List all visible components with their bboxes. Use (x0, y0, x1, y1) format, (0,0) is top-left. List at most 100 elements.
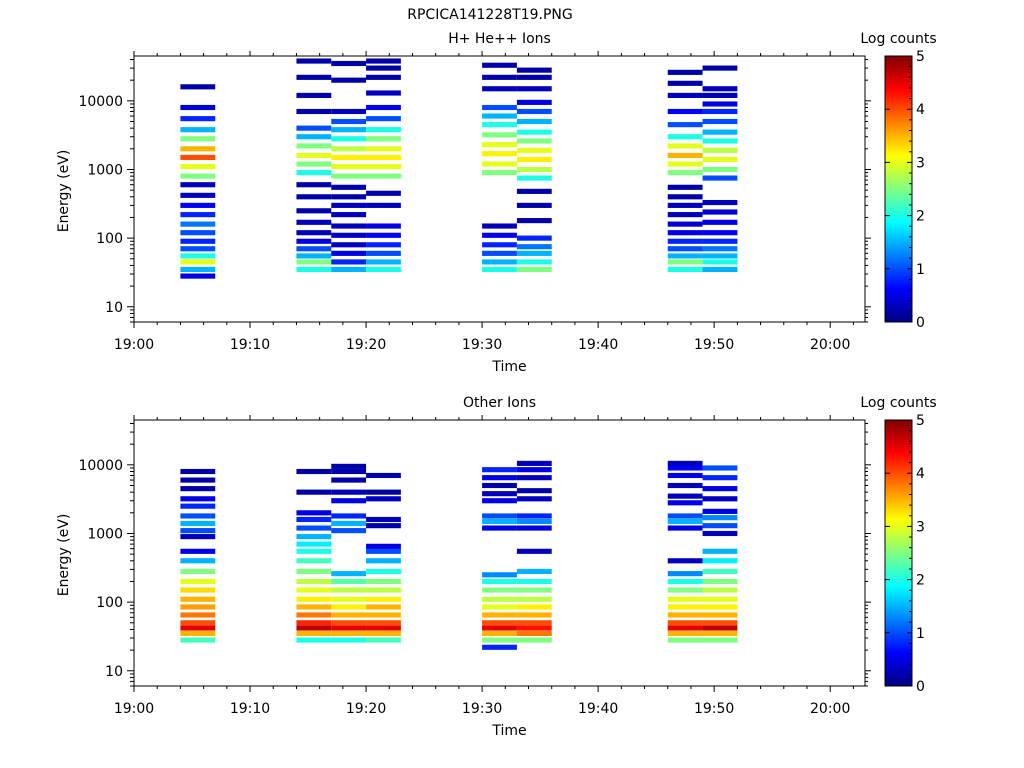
heatmap-cell (180, 486, 216, 492)
y-tick-label: 100 (96, 231, 123, 247)
heatmap-cell (482, 578, 517, 585)
heatmap-cell (296, 253, 332, 259)
heatmap-cell (180, 182, 216, 188)
heatmap-cell (482, 74, 517, 80)
heatmap-cell (702, 138, 738, 144)
heatmap-cell (667, 513, 703, 519)
heatmap-cell (366, 58, 401, 64)
heatmap-cell (366, 154, 401, 160)
heatmap-cell (516, 188, 552, 194)
heatmap-cell (667, 122, 703, 128)
heatmap-cell (516, 467, 552, 473)
heatmap-cell (667, 253, 703, 259)
x-tick-label: 19:10 (230, 701, 270, 717)
heatmap-cell (296, 534, 332, 540)
heatmap-cell (516, 620, 552, 626)
heatmap-cell (296, 58, 332, 64)
heatmap-cell (366, 242, 401, 248)
heatmap-cell (482, 113, 517, 119)
heatmap-cell (667, 558, 703, 564)
heatmap-cell (296, 246, 332, 252)
heatmap-cell (667, 596, 703, 602)
heatmap-cell (482, 587, 517, 593)
y-tick-label: 10000 (78, 94, 123, 110)
heatmap-cell (482, 630, 517, 636)
heatmap-cell (180, 520, 216, 527)
heatmap-cell (366, 612, 401, 618)
heatmap-cell (516, 129, 552, 135)
heatmap-cell (667, 246, 703, 252)
heatmap-cell (516, 568, 552, 575)
colorbar-tick-label: 3 (916, 155, 925, 171)
heatmap-cell (331, 571, 367, 577)
colorbar-tick-label: 5 (916, 413, 925, 429)
heatmap-cell (366, 223, 401, 229)
heatmap-cell (180, 154, 216, 160)
heatmap-cell (482, 518, 517, 524)
heatmap-cell (180, 127, 216, 133)
heatmap-cell (296, 170, 332, 176)
heatmap-cell (180, 212, 216, 218)
heatmap-cell (366, 65, 401, 71)
heatmap-cell (366, 568, 401, 575)
x-tick-label: 19:20 (346, 337, 386, 353)
heatmap-cell (296, 182, 332, 188)
heatmap-cell (482, 62, 517, 68)
y-tick-label: 10000 (78, 458, 123, 474)
heatmap-cell (482, 467, 517, 473)
heatmap-cell (180, 84, 216, 90)
heatmap-cell (331, 620, 367, 626)
heatmap-cell (331, 77, 367, 83)
heatmap-cell (482, 266, 517, 272)
heatmap-cell (296, 578, 332, 585)
heatmap-cell (180, 496, 216, 502)
heatmap-cell (702, 596, 738, 602)
x-tick-label: 19:10 (230, 337, 270, 353)
heatmap-cell (702, 523, 738, 529)
heatmap-cell (180, 596, 216, 602)
heatmap-cell (180, 612, 216, 618)
heatmap-cell (516, 460, 552, 466)
heatmap-cell (516, 74, 552, 80)
heatmap-cell (482, 612, 517, 618)
x-tick-label: 19:50 (694, 337, 734, 353)
heatmap-cell (516, 235, 552, 241)
heatmap-cell (482, 170, 517, 176)
heatmap-cell (702, 604, 738, 610)
heatmap-cell (180, 468, 216, 475)
heatmap-cell (331, 194, 367, 200)
heatmap-cell (667, 604, 703, 610)
heatmap-cell (296, 74, 332, 80)
heatmap-cell (296, 510, 332, 516)
heatmap-cell (667, 482, 703, 489)
heatmap-cell (331, 625, 367, 631)
heatmap-cell (296, 516, 332, 523)
x-axis-label: Time (491, 359, 526, 375)
y-axis-label: Energy (eV) (56, 514, 72, 597)
heatmap-cell (482, 132, 517, 138)
heatmap-cell (702, 86, 738, 92)
heatmap-cell (331, 223, 367, 229)
heatmap-cell (702, 246, 738, 252)
heatmap-cell (366, 604, 401, 610)
heatmap-cell (667, 108, 703, 115)
heatmap-cell (516, 612, 552, 618)
heatmap-cell (702, 578, 738, 585)
heatmap-cell (296, 525, 332, 531)
heatmap-cell (516, 525, 552, 531)
heatmap-cell (180, 503, 216, 509)
x-axis-label: Time (491, 723, 526, 739)
heatmap-cell (180, 246, 216, 252)
x-tick-label: 20:00 (810, 701, 850, 717)
heatmap-cell (482, 625, 517, 631)
heatmap-cell (331, 212, 367, 218)
heatmap-cell (366, 116, 401, 122)
heatmap-cell (702, 266, 738, 272)
heatmap-cell (702, 238, 738, 244)
heatmap-cell (180, 230, 216, 236)
heatmap-cell (331, 498, 367, 504)
panel-title: Other Ions (463, 395, 536, 411)
heatmap-cell (366, 136, 401, 142)
heatmap-cell (667, 194, 703, 200)
heatmap-data (180, 460, 738, 650)
